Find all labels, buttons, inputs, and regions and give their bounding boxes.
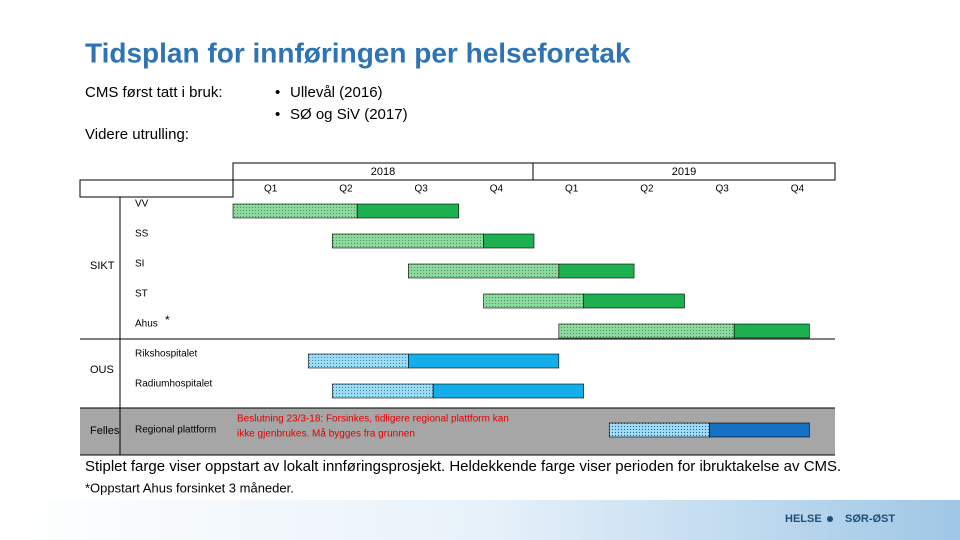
cms-label: CMS først tatt i bruk: [85,84,223,101]
pilot-bar [232,203,358,219]
logo: SØR-ØST [845,513,895,525]
year: 2019 [672,166,696,178]
group-label: OUS [90,364,114,376]
row-label: Radiumhospitalet [135,379,212,390]
row-label: Rikshospitalet [135,349,197,360]
bullet: SØ og SiV (2017) [290,106,408,123]
pilot-bar [332,233,484,249]
live-bar [483,233,535,249]
row-label: VV [135,199,149,210]
title: Tidsplan for innføringen per helseforeta… [85,37,631,68]
bullet: Ullevål (2016) [290,84,383,101]
group-label: SIKT [90,260,115,272]
quarter: Q4 [490,184,504,195]
group-label: Felles [90,425,120,437]
quarter: Q1 [264,184,278,195]
quarter: Q4 [791,184,805,195]
quarter: Q3 [715,184,729,195]
legend-text: Stiplet farge viser oppstart av lokalt i… [85,458,841,475]
bullet-dot: • [275,106,280,123]
pilot-bar [332,383,434,399]
quarter: Q1 [565,184,579,195]
live-bar [356,203,460,219]
logo: HELSE [785,513,822,525]
quarter: Q2 [339,184,353,195]
live-bar [558,263,635,279]
pilot-bar [558,323,735,339]
bullet-dot: • [275,84,280,101]
quarter: Q3 [414,184,428,195]
footer-band [0,500,960,540]
pilot-bar [608,422,710,438]
pilot-bar [408,263,560,279]
pilot-bar [483,293,584,309]
delay-marker: * [165,313,170,327]
grid-frame [79,162,836,456]
row-label: SI [135,259,144,270]
row-label: Regional plattform [135,425,216,436]
live-bar [733,323,810,339]
note: Beslutning 23/3-18: Forsinkes, tidligere… [237,414,509,425]
year: 2018 [371,166,395,178]
live-bar [408,353,560,369]
note: ikke gjenbrukes. Må bygges fra grunnen [237,428,415,440]
footnote: *Oppstart Ahus forsinket 3 måneder. [85,480,294,495]
row-label: SS [135,229,149,240]
live-bar [432,383,584,399]
quarter: Q2 [640,184,654,195]
row-label: ST [135,289,148,300]
logo-dot [827,516,833,522]
live-bar [583,293,685,309]
row-label: Ahus [135,319,158,330]
pilot-bar [307,353,409,369]
live-bar [709,422,810,438]
rollout-label: Videre utrulling: [85,126,189,143]
